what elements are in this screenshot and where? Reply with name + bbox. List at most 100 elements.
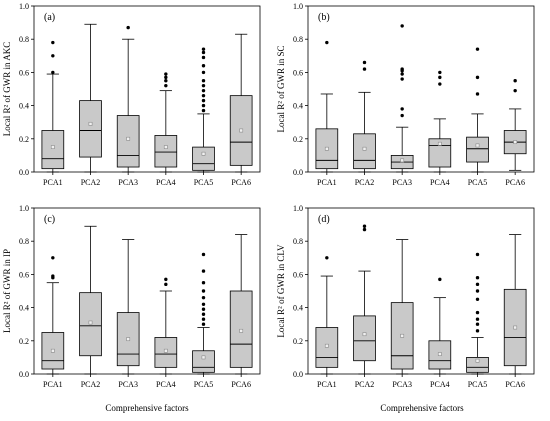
y-tick-label: 0.6 bbox=[293, 68, 303, 77]
mean-marker bbox=[201, 355, 206, 360]
mean-marker bbox=[475, 358, 480, 363]
box-body bbox=[466, 356, 489, 373]
panel-label: (d) bbox=[318, 214, 330, 225]
x-tick-label: PCA5 bbox=[194, 178, 214, 187]
mean-marker bbox=[163, 348, 168, 353]
outlier-point bbox=[51, 256, 55, 260]
x-tick-label: PCA6 bbox=[505, 178, 525, 187]
y-tick-label: 0.2 bbox=[293, 337, 303, 346]
box-pca5: PCA5 bbox=[192, 47, 215, 187]
panel-label: (c) bbox=[44, 214, 55, 225]
x-tick-label: PCA3 bbox=[392, 380, 412, 389]
outlier-point bbox=[475, 289, 480, 293]
outlier-point bbox=[164, 72, 168, 76]
box-pca5: PCA5 bbox=[466, 252, 489, 389]
x-tick-label: PCA5 bbox=[194, 380, 214, 389]
box-body bbox=[154, 135, 178, 168]
mean-marker bbox=[437, 141, 442, 146]
outlier-point bbox=[201, 50, 206, 55]
outlier-point bbox=[475, 276, 480, 280]
mean-marker bbox=[400, 333, 405, 338]
y-tick-label: 0.0 bbox=[293, 370, 303, 379]
outlier-point bbox=[438, 75, 442, 80]
box-pca6: PCA6 bbox=[503, 79, 527, 187]
panel-4: (d) 0.0 0.2 0.4 0.6 0.8 1.0 Local R² of GWR in … bbox=[276, 204, 535, 389]
x-tick-label: PCA1 bbox=[317, 178, 337, 187]
y-tick-label: 1.0 bbox=[293, 2, 303, 11]
panel-label: (a) bbox=[44, 12, 55, 23]
box-pca1: PCA1 bbox=[41, 40, 65, 187]
mean-marker bbox=[513, 325, 518, 330]
box-pca1: PCA1 bbox=[315, 256, 339, 389]
outlier-point bbox=[201, 289, 206, 293]
box-pca1: PCA1 bbox=[315, 40, 339, 187]
box-pca3: PCA3 bbox=[390, 239, 414, 389]
outlier-point bbox=[51, 54, 55, 58]
outlier-point bbox=[164, 277, 168, 282]
outlier-point bbox=[201, 64, 206, 68]
panel-2: (b) 0.0 0.2 0.4 0.6 0.8 1.0 Local R² of GWR in … bbox=[276, 2, 535, 187]
y-tick-label: 0.4 bbox=[293, 102, 303, 111]
outlier-point bbox=[362, 67, 367, 71]
box-pca6: PCA6 bbox=[503, 234, 527, 389]
mean-marker bbox=[126, 337, 131, 342]
box-body bbox=[353, 315, 376, 362]
x-tick-label: PCA5 bbox=[468, 178, 488, 187]
box-pca3: PCA3 bbox=[116, 25, 140, 187]
box-pca2: PCA2 bbox=[79, 23, 102, 187]
y-tick-label: 0.2 bbox=[293, 135, 303, 144]
outlier-point bbox=[475, 322, 480, 326]
outlier-point bbox=[438, 277, 442, 282]
y-tick-label: 1.0 bbox=[19, 204, 29, 213]
box-pca6: PCA6 bbox=[229, 33, 253, 187]
x-title-left: Comprehensive factors bbox=[105, 403, 189, 413]
mean-marker bbox=[239, 128, 244, 133]
box-body bbox=[466, 136, 489, 163]
y-tick-label: 0.8 bbox=[293, 237, 303, 246]
y-axis-label: Local R² of GWR in IP bbox=[2, 249, 12, 333]
y-axis-label: Local R² of GWR in CLV bbox=[276, 244, 286, 338]
y-tick-label: 0.4 bbox=[293, 304, 303, 313]
outlier-point bbox=[325, 256, 329, 260]
x-tick-label: PCA2 bbox=[81, 178, 101, 187]
x-title-right: Comprehensive factors bbox=[380, 403, 464, 413]
outlier-point bbox=[475, 75, 480, 80]
x-tick-label: PCA2 bbox=[81, 380, 101, 389]
box-pca6: PCA6 bbox=[229, 234, 253, 389]
plot-frame bbox=[307, 207, 535, 375]
outlier-point bbox=[201, 88, 206, 93]
outlier-point bbox=[164, 75, 168, 80]
panel-1: (a) 0.0 0.2 0.4 0.6 0.8 1.0 Local R² of GWR in … bbox=[2, 2, 261, 187]
outlier-point bbox=[201, 47, 206, 51]
y-tick-label: 0.0 bbox=[19, 168, 29, 177]
box-pca4: PCA4 bbox=[154, 277, 178, 389]
x-tick-label: PCA3 bbox=[118, 178, 138, 187]
outlier-point bbox=[201, 322, 206, 326]
y-tick-label: 0.6 bbox=[293, 270, 303, 279]
outlier-point bbox=[475, 47, 480, 51]
box-pca2: PCA2 bbox=[79, 225, 102, 389]
box-pca4: PCA4 bbox=[428, 277, 452, 389]
y-axis-label: Local R² of GWR in SC bbox=[276, 46, 286, 133]
outlier-point bbox=[438, 70, 442, 75]
mean-marker bbox=[163, 145, 168, 150]
outlier-point bbox=[513, 88, 517, 93]
outlier-point bbox=[362, 60, 367, 65]
outlier-point bbox=[51, 40, 55, 45]
y-tick-label: 1.0 bbox=[293, 204, 303, 213]
outlier-point bbox=[201, 269, 206, 273]
outlier-point bbox=[475, 92, 480, 96]
box-body bbox=[116, 115, 140, 168]
y-tick-label: 0.4 bbox=[19, 304, 29, 313]
box-body bbox=[192, 146, 215, 171]
outlier-point bbox=[201, 302, 206, 306]
box-pca4: PCA4 bbox=[428, 70, 452, 187]
mean-marker bbox=[362, 332, 367, 337]
outlier-point bbox=[201, 83, 206, 88]
box-body bbox=[41, 130, 65, 170]
plot-frame bbox=[33, 207, 261, 375]
outlier-point bbox=[362, 227, 367, 232]
outlier-point bbox=[201, 295, 206, 300]
y-tick-label: 0.8 bbox=[19, 35, 29, 44]
panel-3: (c) 0.0 0.2 0.4 0.6 0.8 1.0 Local R² of GWR in … bbox=[2, 204, 261, 389]
